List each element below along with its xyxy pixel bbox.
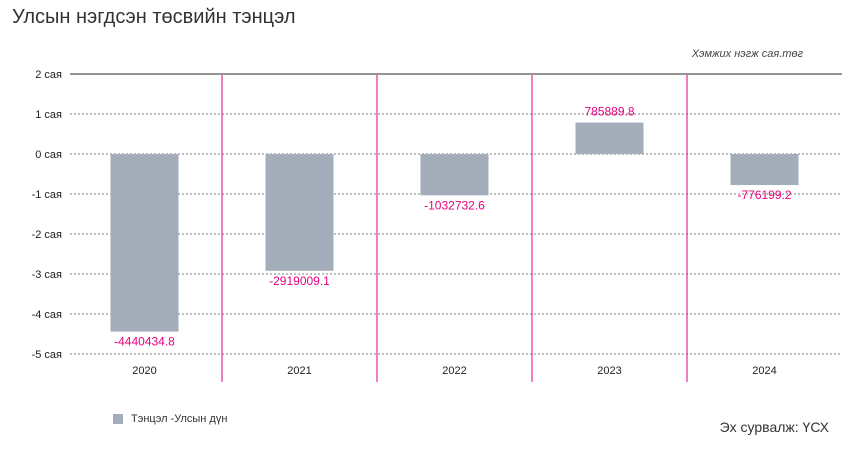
bar	[110, 154, 179, 332]
x-axis-categories: 2020 2021 2022 2023 2024	[132, 365, 776, 377]
source-note: Эх сурвалж: ҮСХ	[719, 419, 829, 435]
bar	[575, 122, 644, 154]
bar	[265, 154, 334, 271]
data-label: 785889.8	[584, 105, 634, 119]
bar	[730, 154, 799, 186]
bars	[110, 122, 799, 332]
y-tick-label: 2 сая	[35, 69, 62, 81]
x-category-label: 2023	[597, 365, 621, 377]
gridlines	[70, 73, 842, 355]
x-category-label: 2024	[752, 365, 776, 377]
bar	[420, 154, 489, 196]
y-tick-label: -5 сая	[32, 349, 62, 361]
legend-label: Тэнцэл -Улсын дүн	[131, 413, 228, 425]
legend: Тэнцэл -Улсын дүн	[113, 413, 227, 425]
data-labels: -4440434.8 -2919009.1 -1032732.6 785889.8 -7…	[114, 105, 792, 349]
y-tick-label: -2 сая	[32, 229, 62, 241]
data-label: -1032732.6	[424, 198, 485, 212]
y-tick-label: -3 сая	[32, 269, 62, 281]
legend-swatch	[113, 414, 123, 424]
y-tick-label: 1 сая	[35, 109, 62, 121]
data-label: -2919009.1	[269, 274, 330, 288]
unit-note: Хэмжих нэгж сая.төг	[691, 48, 803, 60]
chart-title: Улсын нэгдсэн төсвийн тэнцэл	[12, 6, 296, 28]
y-tick-label: -1 сая	[32, 189, 62, 201]
data-label: -4440434.8	[114, 335, 175, 349]
y-tick-label: 0 сая	[35, 149, 62, 161]
x-category-label: 2021	[287, 365, 311, 377]
y-axis-ticks: 2 сая 1 сая 0 сая -1 сая -2 сая -3 сая -4 сая -…	[32, 69, 62, 361]
x-category-label: 2020	[132, 365, 156, 377]
x-category-label: 2022	[442, 365, 466, 377]
y-tick-label: -4 сая	[32, 309, 62, 321]
data-label: -776199.2	[737, 188, 791, 202]
category-separators	[221, 75, 688, 382]
